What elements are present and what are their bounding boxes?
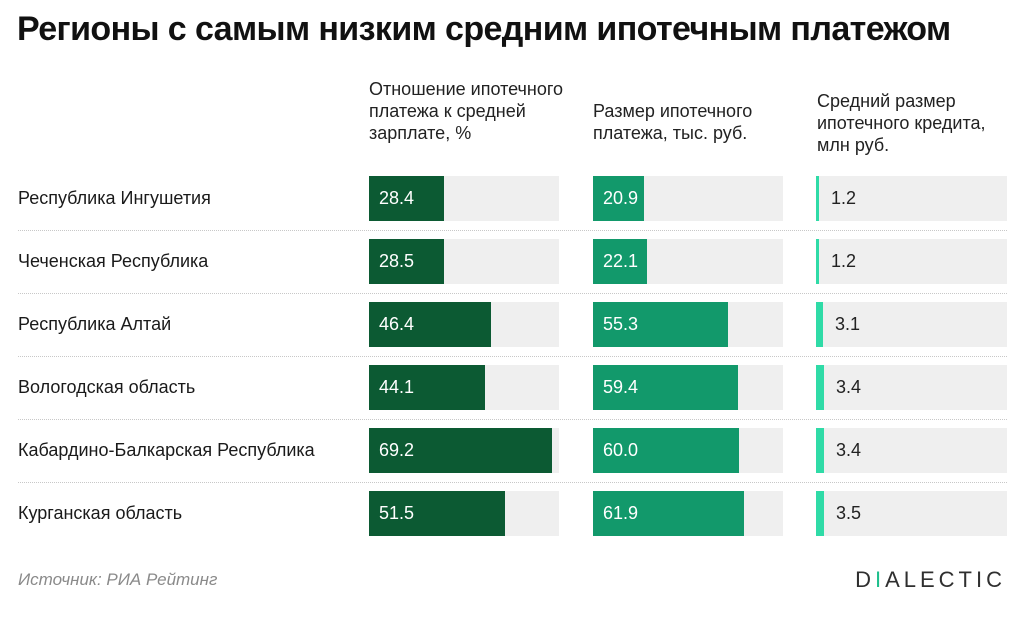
bar xyxy=(369,302,491,347)
row-separator xyxy=(18,230,1007,231)
bar xyxy=(593,302,728,347)
data-label: 1.2 xyxy=(831,251,857,271)
row-label: Чеченская Республика xyxy=(18,251,209,271)
bar-track: 46.4 xyxy=(369,302,559,347)
bar-track: 60.0 xyxy=(593,428,783,473)
data-label: 3.5 xyxy=(836,503,862,523)
row-separator xyxy=(18,419,1007,420)
data-label: 46.4 xyxy=(379,314,415,334)
row-label: Курганская область xyxy=(18,503,183,523)
bar-track: 3.1 xyxy=(816,302,1007,347)
data-label: 28.4 xyxy=(379,188,415,208)
data-label: 1.2 xyxy=(831,188,857,208)
column-header-loan-size: Средний размер ипотечного кредита, млн р… xyxy=(817,91,986,155)
bar xyxy=(369,428,552,473)
data-label: 3.4 xyxy=(836,377,862,397)
data-label: 22.1 xyxy=(603,251,639,271)
row-separator xyxy=(18,293,1007,294)
bar xyxy=(816,491,824,536)
data-label: 51.5 xyxy=(379,503,415,523)
data-label: 44.1 xyxy=(379,377,415,397)
bar-track: 59.4 xyxy=(593,365,783,410)
bar-track: 22.1 xyxy=(593,239,783,284)
bar-track: 3.4 xyxy=(816,365,1007,410)
bar xyxy=(816,176,819,221)
row-label: Вологодская область xyxy=(18,377,196,397)
bar-track: 3.4 xyxy=(816,428,1007,473)
row-label: Республика Ингушетия xyxy=(18,188,211,208)
row-separator xyxy=(18,356,1007,357)
data-label: 28.5 xyxy=(379,251,415,271)
data-label: 61.9 xyxy=(603,503,639,523)
logo-suffix: ALECTIC xyxy=(885,567,1006,592)
bar-track: 44.1 xyxy=(369,365,559,410)
data-label: 20.9 xyxy=(603,188,639,208)
data-label: 3.4 xyxy=(836,440,862,460)
bar-track: 28.4 xyxy=(369,176,559,221)
bar xyxy=(369,239,444,284)
bar xyxy=(593,428,739,473)
bar xyxy=(369,365,485,410)
bar xyxy=(593,239,647,284)
row-separator xyxy=(18,482,1007,483)
bar-track: 1.2 xyxy=(816,176,1007,221)
logo-prefix: D xyxy=(855,567,875,592)
bar-track: 1.2 xyxy=(816,239,1007,284)
bar xyxy=(816,365,824,410)
bar-track: 28.5 xyxy=(369,239,559,284)
data-label: 3.1 xyxy=(835,314,861,334)
bar xyxy=(369,176,444,221)
data-label: 60.0 xyxy=(603,440,639,460)
bar xyxy=(593,491,744,536)
bar xyxy=(593,365,738,410)
row-label: Республика Алтай xyxy=(18,314,172,334)
bar-track: 55.3 xyxy=(593,302,783,347)
bar-track: 69.2 xyxy=(369,428,559,473)
bar xyxy=(816,428,824,473)
data-label: 59.4 xyxy=(603,377,639,397)
column-header-payment-size: Размер ипотечного платежа, тыс. руб. xyxy=(593,101,753,143)
source-note: Источник: РИА Рейтинг xyxy=(18,570,218,589)
column-header-salary-ratio: Отношение ипотечного платежа к средней з… xyxy=(369,79,564,143)
logo-accent: I xyxy=(874,567,886,592)
bar xyxy=(816,239,819,284)
data-label: 55.3 xyxy=(603,314,639,334)
bar xyxy=(816,302,823,347)
dialectic-logo: DIALECTIC xyxy=(855,567,1006,593)
bar xyxy=(369,491,505,536)
data-label: 69.2 xyxy=(379,440,415,460)
bar xyxy=(593,176,644,221)
bar-track: 51.5 xyxy=(369,491,559,536)
chart-title: Регионы с самым низким средним ипотечным… xyxy=(17,10,951,48)
bar-track: 20.9 xyxy=(593,176,783,221)
bar-track: 3.5 xyxy=(816,491,1007,536)
bar-track: 61.9 xyxy=(593,491,783,536)
row-label: Кабардино-Балкарская Республика xyxy=(18,440,315,460)
